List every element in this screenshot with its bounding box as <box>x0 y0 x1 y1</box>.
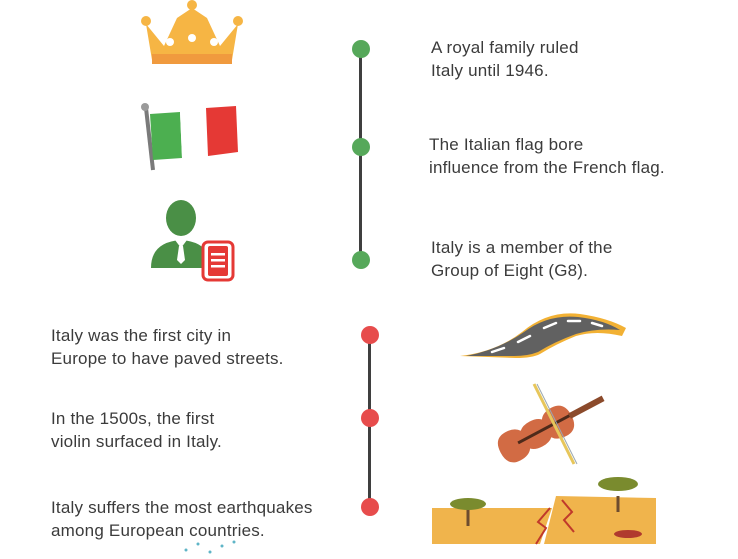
timeline-dot <box>361 498 379 516</box>
fact-line: Italy until 1946. <box>431 61 549 80</box>
fact-line: Europe to have paved streets. <box>51 349 284 368</box>
fact-line: among European countries. <box>51 521 265 540</box>
fact-line: A royal family ruled <box>431 38 579 57</box>
fact-violin: In the 1500s, the first violin surfaced … <box>51 407 222 453</box>
timeline-dot <box>352 40 370 58</box>
fact-paved-streets: Italy was the first city in Europe to ha… <box>51 324 284 370</box>
fact-line: Italy was the first city in <box>51 326 232 345</box>
fact-italian-flag: The Italian flag bore influence from the… <box>429 133 665 179</box>
timeline-dot <box>352 138 370 156</box>
fact-line: In the 1500s, the first <box>51 409 215 428</box>
timeline-dot <box>361 326 379 344</box>
fact-line: The Italian flag bore <box>429 135 584 154</box>
fact-royal-family: A royal family ruled Italy until 1946. <box>431 36 579 82</box>
fact-line: influence from the French flag. <box>429 158 665 177</box>
fact-line: Italy suffers the most earthquakes <box>51 498 313 517</box>
timeline-dot <box>361 409 379 427</box>
paved-road-icon <box>460 313 626 358</box>
fact-earthquakes: Italy suffers the most earthquakes among… <box>51 496 313 542</box>
businessman-document-icon <box>151 200 235 282</box>
decorative-dots-icon <box>184 540 236 554</box>
fact-line: Group of Eight (G8). <box>431 261 589 280</box>
fact-line: Italy is a member of the <box>431 238 613 257</box>
fact-line: violin surfaced in Italy. <box>51 432 222 451</box>
fact-g8: Italy is a member of the Group of Eight … <box>431 236 612 282</box>
violin-icon <box>497 383 605 465</box>
crown-icon <box>141 0 243 64</box>
earthquake-icon <box>432 477 656 545</box>
timeline-dot <box>352 251 370 269</box>
italian-flag-icon <box>141 103 238 171</box>
